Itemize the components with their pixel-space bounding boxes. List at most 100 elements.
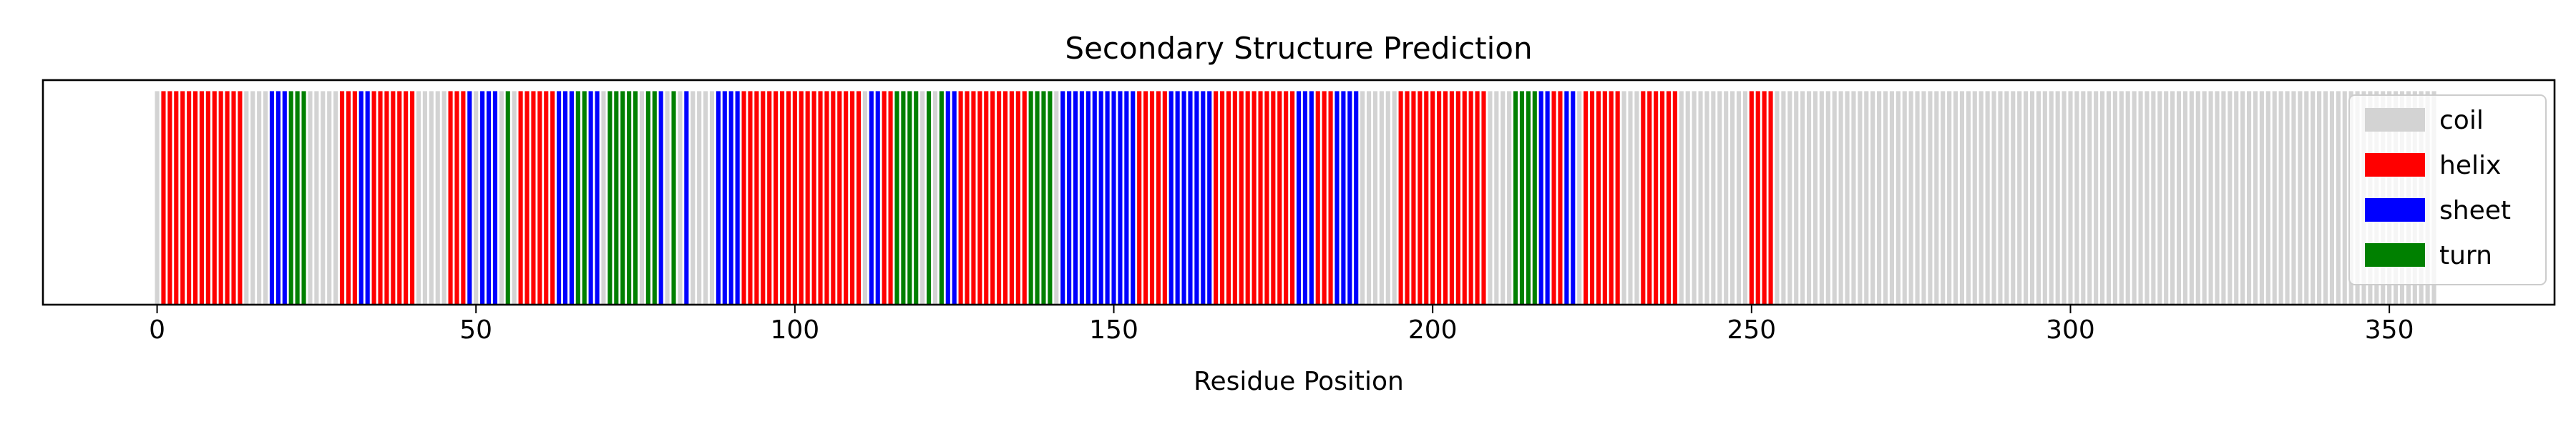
bar-residue-257-coil xyxy=(1793,90,1800,305)
bar-residue-24-coil xyxy=(307,90,313,305)
bar-residue-334-coil xyxy=(2284,90,2290,305)
bar-residue-109-helix xyxy=(849,90,856,305)
bar-residue-133-helix xyxy=(1002,90,1009,305)
bar-residue-235-helix xyxy=(1653,90,1659,305)
bar-residue-176-helix xyxy=(1277,90,1283,305)
bar-residue-227-helix xyxy=(1601,90,1608,305)
bar-residue-47-helix xyxy=(454,90,460,305)
bar-residue-48-helix xyxy=(460,90,467,305)
bar-residue-149-sheet xyxy=(1104,90,1111,305)
bar-residue-153-sheet xyxy=(1130,90,1136,305)
bar-residue-322-coil xyxy=(2207,90,2214,305)
bar-residue-197-helix xyxy=(1410,90,1417,305)
bar-residue-340-coil xyxy=(2322,90,2329,305)
bar-residue-297-coil xyxy=(2048,90,2054,305)
bar-residue-90-sheet xyxy=(728,90,734,305)
bar-residue-6-helix xyxy=(192,90,199,305)
bar-residue-268-coil xyxy=(1863,90,1870,305)
bar-residue-339-coil xyxy=(2316,90,2323,305)
bar-residue-106-helix xyxy=(830,90,836,305)
bar-residue-240-coil xyxy=(1684,90,1691,305)
bar-residue-292-coil xyxy=(2016,90,2023,305)
bar-residue-166-helix xyxy=(1213,90,1219,305)
bar-residue-259-coil xyxy=(1805,90,1813,305)
bar-residue-37-helix xyxy=(390,90,396,305)
bar-residue-264-coil xyxy=(1838,90,1844,305)
bar-residue-129-helix xyxy=(977,90,983,305)
bar-residue-193-coil xyxy=(1385,90,1391,305)
legend: coil helix sheet turn xyxy=(2348,94,2547,285)
bar-residue-51-sheet xyxy=(479,90,486,305)
bar-residue-93-helix xyxy=(747,90,753,305)
bar-residue-0-coil xyxy=(154,90,160,305)
bar-residue-14-coil xyxy=(243,90,250,305)
bar-residue-221-sheet xyxy=(1563,90,1570,305)
bar-residue-124-sheet xyxy=(945,90,951,305)
bar-residue-282-coil xyxy=(1952,90,1959,305)
bar-residue-33-sheet xyxy=(364,90,371,305)
bar-residue-316-coil xyxy=(2170,90,2176,305)
bar-residue-73-turn xyxy=(620,90,626,305)
bar-residue-116-turn xyxy=(894,90,900,305)
bar-residue-75-turn xyxy=(632,90,639,305)
bar-residue-84-coil xyxy=(690,90,696,305)
bar-residue-333-coil xyxy=(2278,90,2284,305)
bar-residue-211-coil xyxy=(1500,90,1506,305)
bar-residue-186-sheet xyxy=(1340,90,1347,305)
bar-residue-187-sheet xyxy=(1347,90,1353,305)
bar-residue-241-coil xyxy=(1691,90,1697,305)
bar-residue-247-coil xyxy=(1729,90,1736,305)
bar-residue-272-coil xyxy=(1888,90,1895,305)
bar-residue-175-helix xyxy=(1270,90,1277,305)
bar-residue-54-coil xyxy=(498,90,504,305)
bar-residue-222-sheet xyxy=(1570,90,1576,305)
bar-residue-91-sheet xyxy=(734,90,741,305)
bar-residue-184-helix xyxy=(1327,90,1334,305)
bar-residue-327-coil xyxy=(2240,90,2246,305)
bar-residue-67-turn xyxy=(581,90,587,305)
bar-residue-60-helix xyxy=(537,90,543,305)
bar-residue-238-helix xyxy=(1672,90,1678,305)
x-tick-label-200: 200 xyxy=(1408,315,1458,345)
bar-residue-209-coil xyxy=(1487,90,1493,305)
bar-residue-74-turn xyxy=(626,90,633,305)
bar-residue-174-helix xyxy=(1264,90,1270,305)
bar-residue-284-coil xyxy=(1965,90,1971,305)
x-tick-label-250: 250 xyxy=(1727,315,1776,345)
legend-swatch-helix xyxy=(2365,153,2425,177)
bar-residue-223-coil xyxy=(1576,90,1583,305)
bar-residue-328-coil xyxy=(2245,90,2253,305)
x-axis-ticks: 0 50 100 150 200 250 300 350 xyxy=(149,305,2414,345)
bar-residue-283-coil xyxy=(1958,90,1966,305)
bar-residue-119-turn xyxy=(913,90,919,305)
bar-residue-95-helix xyxy=(760,90,766,305)
bar-residue-50-coil xyxy=(473,90,479,305)
bar-residue-321-coil xyxy=(2201,90,2207,305)
bar-residue-131-helix xyxy=(990,90,996,305)
bar-residue-162-sheet xyxy=(1187,90,1194,305)
bar-residue-232-coil xyxy=(1634,90,1640,305)
bar-residue-113-sheet xyxy=(874,90,881,305)
bar-residue-29-helix xyxy=(338,90,346,305)
bar-residue-128-helix xyxy=(970,90,977,305)
bar-residue-265-coil xyxy=(1844,90,1850,305)
bar-residue-299-coil xyxy=(2061,90,2067,305)
bar-residue-76-coil xyxy=(638,90,645,305)
bar-residue-275-coil xyxy=(1908,90,1914,305)
bar-residue-208-helix xyxy=(1480,90,1487,305)
legend-label-turn: turn xyxy=(2439,241,2492,270)
bar-residue-115-helix xyxy=(887,90,894,305)
bar-residue-260-coil xyxy=(1812,90,1819,305)
bar-residue-181-sheet xyxy=(1308,90,1314,305)
bar-residue-172-helix xyxy=(1251,90,1257,305)
bar-residue-142-sheet xyxy=(1060,90,1066,305)
bar-residue-132-helix xyxy=(996,90,1002,305)
bar-residue-171-helix xyxy=(1244,90,1251,305)
bar-residue-16-coil xyxy=(256,90,263,305)
bar-residue-66-turn xyxy=(575,90,581,305)
bar-residue-154-helix xyxy=(1136,90,1143,305)
bar-residue-38-helix xyxy=(396,90,403,305)
bar-residue-219-helix xyxy=(1551,90,1557,305)
bar-residue-144-sheet xyxy=(1072,90,1079,305)
bar-residue-82-coil xyxy=(677,90,683,305)
